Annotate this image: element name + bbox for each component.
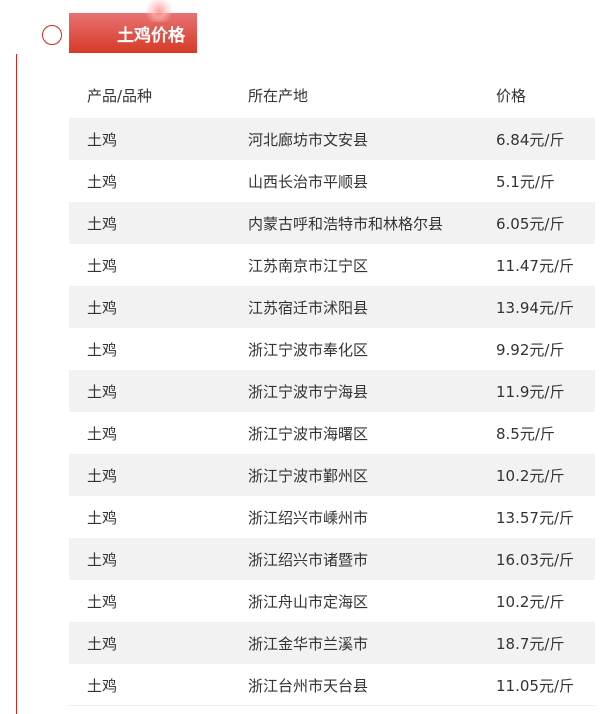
- cell-product: 土鸡: [87, 214, 118, 233]
- cell-origin: 浙江绍兴市诸暨市: [248, 550, 369, 569]
- cell-product: 土鸡: [87, 634, 118, 653]
- price-table: 产品/品种 所在产地 价格 土鸡 河北廊坊市文安县 6.84元/斤 土鸡 山西长治市平顺…: [69, 72, 595, 706]
- cell-product: 土鸡: [87, 466, 118, 485]
- cell-origin: 山西长治市平顺县: [248, 172, 369, 191]
- cell-price: 18.7元/斤: [496, 634, 565, 653]
- cell-origin: 浙江舟山市定海区: [248, 592, 369, 611]
- table-header: 产品/品种 所在产地 价格: [69, 72, 595, 118]
- header-price: 价格: [496, 86, 527, 105]
- cell-product: 土鸡: [87, 256, 118, 275]
- cell-origin: 江苏南京市江宁区: [248, 256, 369, 275]
- cell-price: 6.05元/斤: [496, 214, 565, 233]
- cell-product: 土鸡: [87, 424, 118, 443]
- table-bottom-border: [69, 705, 595, 706]
- cell-origin: 浙江宁波市鄞州区: [248, 466, 369, 485]
- cell-product: 土鸡: [87, 172, 118, 191]
- timeline-line: [16, 54, 17, 714]
- cell-price: 11.9元/斤: [496, 382, 565, 401]
- cell-origin: 浙江宁波市海曙区: [248, 424, 369, 443]
- cell-price: 10.2元/斤: [496, 466, 565, 485]
- section-title: 土鸡价格: [117, 25, 185, 46]
- cell-product: 土鸡: [87, 298, 118, 317]
- timeline-circle-icon: [42, 25, 62, 45]
- cell-origin: 浙江绍兴市嵊州市: [248, 508, 369, 527]
- cell-product: 土鸡: [87, 130, 118, 149]
- cell-origin: 河北廊坊市文安县: [248, 130, 369, 149]
- cell-price: 11.05元/斤: [496, 676, 574, 695]
- cell-origin: 江苏宿迁市沭阳县: [248, 298, 369, 317]
- table-row: 土鸡 浙江台州市天台县 11.05元/斤: [69, 664, 595, 706]
- cell-price: 13.57元/斤: [496, 508, 574, 527]
- header-origin: 所在产地: [248, 86, 309, 105]
- table-row: 土鸡 江苏南京市江宁区 11.47元/斤: [69, 244, 595, 286]
- cell-origin: 浙江台州市天台县: [248, 676, 369, 695]
- cell-price: 11.47元/斤: [496, 256, 574, 275]
- table-row: 土鸡 浙江舟山市定海区 10.2元/斤: [69, 580, 595, 622]
- cell-price: 13.94元/斤: [496, 298, 574, 317]
- cell-price: 5.1元/斤: [496, 172, 555, 191]
- header-product: 产品/品种: [87, 86, 153, 105]
- cell-price: 9.92元/斤: [496, 340, 565, 359]
- cell-product: 土鸡: [87, 340, 118, 359]
- cell-price: 10.2元/斤: [496, 592, 565, 611]
- table-row: 土鸡 浙江宁波市鄞州区 10.2元/斤: [69, 454, 595, 496]
- cell-product: 土鸡: [87, 592, 118, 611]
- cell-price: 8.5元/斤: [496, 424, 555, 443]
- firework-decoration-icon: [142, 0, 176, 22]
- table-row: 土鸡 内蒙古呼和浩特市和林格尔县 6.05元/斤: [69, 202, 595, 244]
- table-row: 土鸡 江苏宿迁市沭阳县 13.94元/斤: [69, 286, 595, 328]
- cell-origin: 浙江宁波市奉化区: [248, 340, 369, 359]
- section-title-badge: 土鸡价格: [69, 13, 197, 53]
- cell-price: 16.03元/斤: [496, 550, 574, 569]
- table-row: 土鸡 浙江宁波市宁海县 11.9元/斤: [69, 370, 595, 412]
- cell-product: 土鸡: [87, 676, 118, 695]
- table-row: 土鸡 浙江绍兴市诸暨市 16.03元/斤: [69, 538, 595, 580]
- cell-product: 土鸡: [87, 382, 118, 401]
- table-row: 土鸡 浙江绍兴市嵊州市 13.57元/斤: [69, 496, 595, 538]
- cell-product: 土鸡: [87, 508, 118, 527]
- cell-origin: 浙江金华市兰溪市: [248, 634, 369, 653]
- table-row: 土鸡 浙江宁波市奉化区 9.92元/斤: [69, 328, 595, 370]
- table-row: 土鸡 山西长治市平顺县 5.1元/斤: [69, 160, 595, 202]
- cell-origin: 浙江宁波市宁海县: [248, 382, 369, 401]
- table-row: 土鸡 河北廊坊市文安县 6.84元/斤: [69, 118, 595, 160]
- cell-price: 6.84元/斤: [496, 130, 565, 149]
- cell-origin: 内蒙古呼和浩特市和林格尔县: [248, 214, 444, 233]
- table-row: 土鸡 浙江金华市兰溪市 18.7元/斤: [69, 622, 595, 664]
- cell-product: 土鸡: [87, 550, 118, 569]
- table-row: 土鸡 浙江宁波市海曙区 8.5元/斤: [69, 412, 595, 454]
